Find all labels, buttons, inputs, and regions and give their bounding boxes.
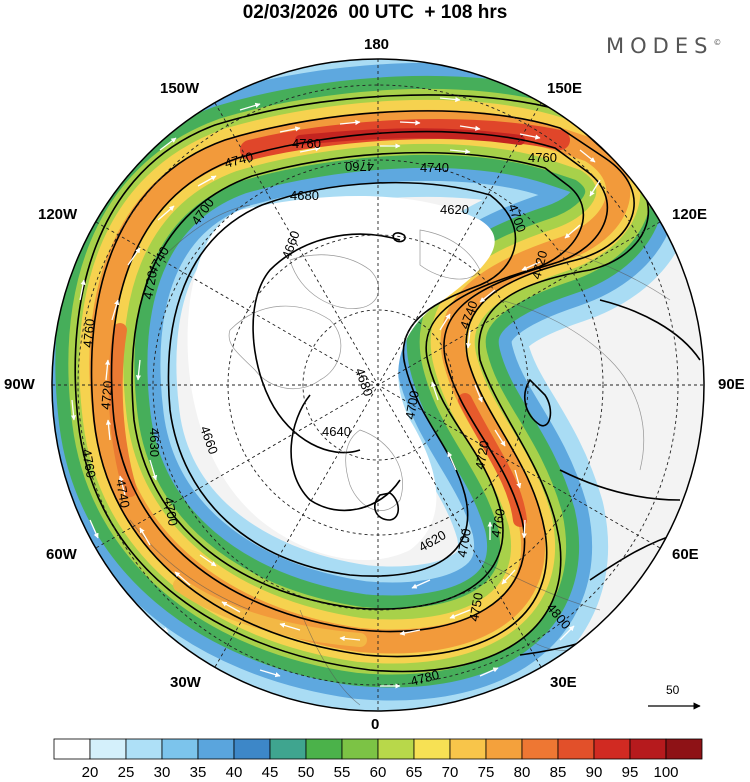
lon-label-60e: 60E [672,546,699,563]
colorbar-swatch [449,738,487,760]
contour-label: 4620 [440,202,469,217]
height-contours [74,94,701,673]
contour-label: 4780 [409,667,441,689]
contour-label: 4640 [322,424,351,439]
colorbar-swatch [629,738,667,760]
map-border [51,58,705,712]
colorbar-tick-label: 95 [621,764,639,781]
lon-label-150e: 150E [547,80,583,97]
contour-label: 4720 [528,249,550,281]
colorbar-tick-label: 40 [225,764,243,781]
colorbar-swatch [269,738,307,760]
lon-label-180: 180 [364,36,390,53]
colorbar-swatch [413,738,451,760]
jet-stream-shading [52,59,694,711]
colorbar-swatch [197,738,235,760]
colorbar-swatch [665,738,703,760]
contour-label: 4740 [223,149,255,171]
wind-band-80 [89,109,631,654]
colorbar-swatch [161,738,199,760]
colorbar-swatch [521,738,559,760]
contour-label: 4720 [472,439,492,470]
colorbar-tick-label: 90 [585,764,603,781]
colorbar-swatch [125,738,163,760]
colorbar-swatch [53,738,91,760]
contour-label: 4740 [113,478,133,509]
contour-label: 4760 [292,136,321,151]
colorbar-tick-label: 45 [261,764,279,781]
colorbar-swatch [557,738,595,760]
contour-label: 4680 [290,188,319,203]
colorbar-tick-label: 50 [297,764,315,781]
jet-core-america [108,323,137,497]
colorbar-swatch [377,738,415,760]
brand-logo: MODES© [606,34,721,58]
colorbar-tick-label: 55 [333,764,351,781]
contour-label: 4760 [79,448,99,479]
contour-label: 4700 [454,527,474,558]
colorbar-tick-label: 85 [549,764,567,781]
contour-label: 4760 [528,150,557,165]
colorbar-swatch [233,738,271,760]
map-disc [52,59,704,711]
brand-mark: © [713,38,722,47]
map-title: 02/03/2026 00 UTC + 108 hrs [242,2,508,23]
wind-arrows [70,96,616,689]
colorbar-tick-label: 20 [81,764,99,781]
contour-label: 4720 [98,380,115,410]
reference-vector-label: 50 [666,683,680,697]
contour-label: 4760 [345,159,374,174]
lon-label-30w: 30W [170,674,201,691]
lon-label-90e: 90E [718,376,745,393]
lon-label-120w: 120W [38,206,78,223]
colorbar-tick-label: 35 [189,764,207,781]
colorbar-swatch [305,738,343,760]
contour-label: 4740 [420,160,449,175]
contour-label: 4720 [140,269,160,300]
colorbar [53,738,703,760]
colorbar-tick-label: 100 [653,764,679,781]
graticule [52,59,704,711]
contour-label: 4750 [466,591,486,622]
colorbar-tick-label: 25 [117,764,135,781]
lon-label-0: 0 [371,716,380,733]
colorbar-tick-label: 80 [513,764,531,781]
colorbar-swatch [593,738,631,760]
colorbar-tick-label: 70 [441,764,459,781]
contour-label: 4700 [161,496,181,527]
contour-label: 4760 [488,507,508,538]
lon-label-150w: 150W [160,80,200,97]
colorbar-tick-label: 75 [477,764,495,781]
colorbar-swatch [341,738,379,760]
jet-core-max [295,128,525,145]
lon-label-90w: 90W [4,376,35,393]
contour-label: 4630 [147,428,162,457]
jet-core-atlantic [173,578,367,647]
contour-label: 4700 [402,389,422,420]
colorbar-tick-label: 60 [369,764,387,781]
colorbar-tick-label: 65 [405,764,423,781]
colorbar-swatch [485,738,523,760]
lon-label-30e: 30E [550,674,577,691]
coastlines [129,204,671,706]
lon-label-120e: 120E [672,206,708,223]
brand-name: MODES [606,34,714,58]
colorbar-swatch [89,738,127,760]
contour-label: 4760 [80,318,97,348]
lon-label-60w: 60W [46,546,77,563]
colorbar-tick-label: 30 [153,764,171,781]
